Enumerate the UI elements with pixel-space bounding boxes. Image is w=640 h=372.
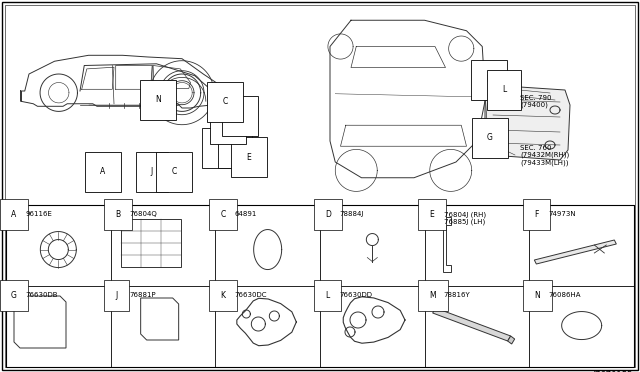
Text: 76804J (RH)
76885J (LH): 76804J (RH) 76885J (LH): [444, 211, 486, 225]
Text: C: C: [222, 97, 228, 106]
Text: SEC. 790
(79400): SEC. 790 (79400): [520, 95, 552, 109]
Polygon shape: [433, 308, 511, 341]
Text: D: D: [225, 119, 231, 128]
Text: 78884J: 78884J: [339, 211, 364, 217]
Text: 74973N: 74973N: [548, 211, 576, 217]
Text: K: K: [486, 76, 492, 84]
Text: B: B: [237, 112, 243, 121]
Text: 76881P: 76881P: [130, 292, 156, 298]
Text: 96116E: 96116E: [25, 211, 52, 217]
Bar: [121, 219, 180, 267]
Text: A: A: [11, 210, 16, 219]
Text: 78816Y: 78816Y: [444, 292, 470, 298]
Text: M: M: [218, 144, 224, 153]
Polygon shape: [485, 85, 570, 160]
Text: 76804Q: 76804Q: [130, 211, 157, 217]
Polygon shape: [534, 240, 616, 264]
Text: C: C: [220, 210, 225, 219]
Text: K: K: [220, 291, 225, 300]
Text: 76086HA: 76086HA: [548, 292, 581, 298]
Text: G: G: [11, 291, 17, 300]
Text: L: L: [502, 86, 506, 94]
Text: M: M: [429, 291, 436, 300]
Text: C: C: [172, 167, 177, 176]
Text: F: F: [534, 210, 539, 219]
Text: 76630DC: 76630DC: [234, 292, 267, 298]
Text: B: B: [116, 210, 121, 219]
Text: J: J: [151, 167, 153, 176]
Text: A: A: [100, 167, 106, 176]
Text: 76630DD: 76630DD: [339, 292, 372, 298]
Text: 64891: 64891: [234, 211, 257, 217]
Text: E: E: [246, 153, 252, 161]
Text: SEC. 760
(79432M(RH))
(79433M(LH)): SEC. 760 (79432M(RH)) (79433M(LH)): [520, 145, 569, 166]
Text: 76630DB: 76630DB: [25, 292, 58, 298]
Text: J76701P5: J76701P5: [592, 371, 632, 372]
Text: J: J: [116, 291, 118, 300]
Text: G: G: [487, 134, 493, 142]
Text: N: N: [155, 96, 161, 105]
Polygon shape: [508, 336, 515, 344]
Text: L: L: [325, 291, 329, 300]
Bar: [6, 205, 634, 367]
Text: D: D: [325, 210, 331, 219]
Text: E: E: [429, 210, 435, 219]
Text: N: N: [534, 291, 540, 300]
Text: F: F: [233, 144, 237, 153]
